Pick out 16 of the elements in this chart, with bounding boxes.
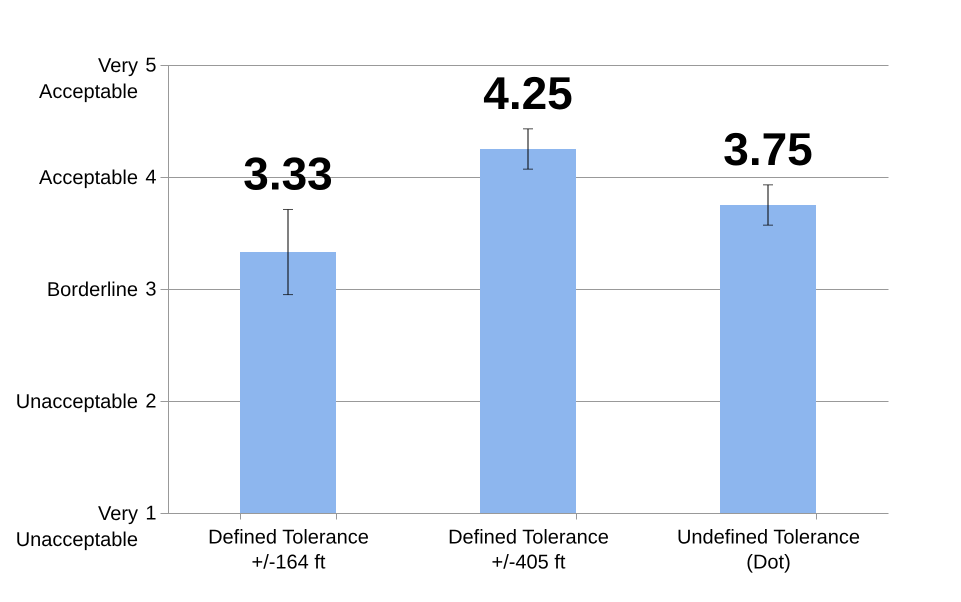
text: Borderline bbox=[46, 279, 138, 301]
data-label: 4.25 bbox=[483, 66, 573, 119]
y-tick-label: 3 bbox=[145, 278, 156, 300]
x-tick-label: Defined Tolerance +/-405 ft bbox=[448, 526, 609, 574]
x-tick-label: Undefined Tolerance (Dot) bbox=[676, 526, 860, 574]
x-tick-label: Defined Tolerance +/-164 ft bbox=[208, 526, 369, 574]
data-label: 3.33 bbox=[243, 147, 333, 200]
y-tick-label: 2 bbox=[145, 390, 156, 412]
text: Unacceptable bbox=[16, 391, 138, 413]
text: Very Acceptable bbox=[39, 55, 138, 103]
y-tick-label: 1 bbox=[145, 502, 156, 524]
y-tick-label: 5 bbox=[145, 54, 156, 76]
text: Very Unacceptable bbox=[16, 503, 138, 551]
text: Acceptable bbox=[39, 167, 138, 189]
data-label: 3.75 bbox=[723, 122, 813, 175]
y-tick-label: 4 bbox=[145, 166, 156, 188]
